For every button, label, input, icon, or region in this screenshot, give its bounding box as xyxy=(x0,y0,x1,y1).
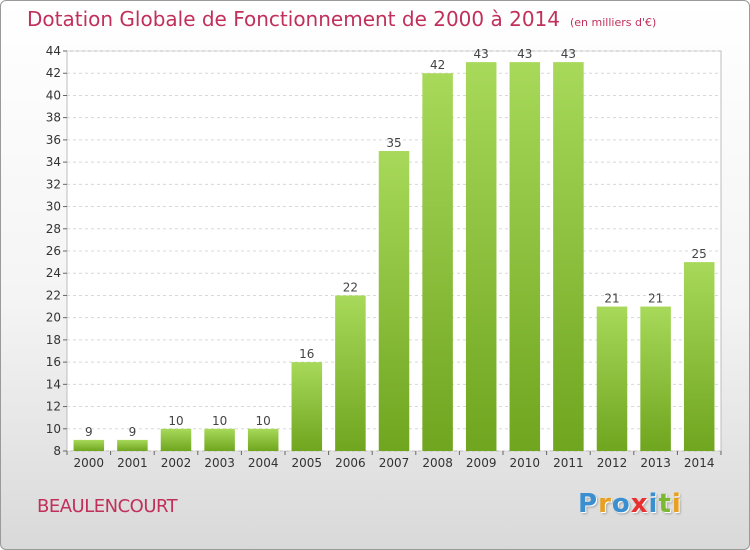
y-tick-label: 42 xyxy=(46,66,61,80)
logo-letter: t xyxy=(658,489,672,519)
y-tick-label: 34 xyxy=(46,155,61,169)
y-tick-label: 18 xyxy=(46,333,61,347)
bar-2010 xyxy=(509,62,541,451)
bar-2003 xyxy=(204,428,235,451)
commune-name: BEAULENCOURT xyxy=(37,496,178,517)
chart-subtitle: (en milliers d'€) xyxy=(570,16,657,29)
bar-2000 xyxy=(73,439,105,451)
logo-letter: o xyxy=(611,489,631,519)
data-label: 35 xyxy=(386,136,401,150)
y-tick-label: 44 xyxy=(46,44,61,58)
data-label: 10 xyxy=(168,414,183,428)
x-tick-label: 2000 xyxy=(74,456,105,470)
y-tick-label: 40 xyxy=(46,88,61,102)
logo-letter: P xyxy=(578,489,599,519)
bar-2006 xyxy=(335,295,366,451)
data-label: 42 xyxy=(430,58,445,72)
data-label: 10 xyxy=(256,414,271,428)
y-tick-label: 20 xyxy=(46,311,61,325)
y-tick-label: 28 xyxy=(46,222,61,236)
bar-2012 xyxy=(596,306,628,451)
x-tick-label: 2002 xyxy=(161,456,192,470)
y-tick-label: 10 xyxy=(46,422,61,436)
y-tick-label: 38 xyxy=(46,111,61,125)
title-line: Dotation Globale de Fonctionnement de 20… xyxy=(27,7,656,31)
x-tick-label: 2007 xyxy=(379,456,410,470)
data-label: 22 xyxy=(343,280,358,294)
logo-letter: x xyxy=(630,489,649,519)
x-tick-label: 2011 xyxy=(553,456,584,470)
y-tick-label: 22 xyxy=(46,288,61,302)
x-tick-label: 2009 xyxy=(466,456,497,470)
y-tick-label: 12 xyxy=(46,400,61,414)
bar-2002 xyxy=(160,428,192,451)
data-label: 43 xyxy=(561,47,576,61)
x-tick-label: 2003 xyxy=(204,456,235,470)
x-tick-label: 2010 xyxy=(510,456,541,470)
bar-layer xyxy=(73,62,715,451)
y-tick-label: 32 xyxy=(46,177,61,191)
data-label: 9 xyxy=(85,425,93,439)
data-label: 16 xyxy=(299,347,314,361)
axis-layer: 8 10 12 14 16 18 20 22 24 26 28 30 32 34 36 38 40 42 44 200… xyxy=(46,44,722,470)
bar-2005 xyxy=(291,362,323,451)
x-tick-label: 2012 xyxy=(597,456,628,470)
data-label: 9 xyxy=(129,425,137,439)
data-label: 10 xyxy=(212,414,227,428)
bar-2011 xyxy=(553,62,584,451)
bar-2014 xyxy=(683,262,715,451)
data-label: 21 xyxy=(648,292,663,306)
x-tick-label: 2005 xyxy=(292,456,323,470)
bar-2008 xyxy=(422,73,453,451)
bar-2009 xyxy=(465,62,497,451)
y-tick-label: 36 xyxy=(46,133,61,147)
data-label: 25 xyxy=(692,247,707,261)
y-tick-label: 8 xyxy=(53,444,61,458)
bar-2007 xyxy=(378,151,410,451)
x-tick-label: 2006 xyxy=(335,456,366,470)
x-tick-label: 2004 xyxy=(248,456,279,470)
logo-letter: i xyxy=(671,489,682,519)
logo-letter: r xyxy=(598,489,612,519)
y-tick-label: 16 xyxy=(46,355,61,369)
x-tick-label: 2014 xyxy=(684,456,715,470)
x-tick-label: 2001 xyxy=(117,456,148,470)
bar-2004 xyxy=(247,428,279,451)
data-label: 43 xyxy=(474,47,489,61)
logo-letter: i xyxy=(648,489,659,519)
bar-2013 xyxy=(640,306,671,451)
chart-title: Dotation Globale de Fonctionnement de 20… xyxy=(27,7,560,31)
data-label: 43 xyxy=(517,47,532,61)
label-layer: 9 9 10 10 10 16 22 35 42 43 43 43 21 21 25 xyxy=(85,47,707,439)
x-tick-label: 2013 xyxy=(640,456,671,470)
proxiti-logo: Proxiti xyxy=(578,489,682,519)
y-tick-label: 14 xyxy=(46,377,61,391)
x-tick-label: 2008 xyxy=(422,456,453,470)
data-label: 21 xyxy=(604,292,619,306)
y-tick-label: 24 xyxy=(46,266,61,280)
bar-2001 xyxy=(117,439,148,451)
y-tick-label: 26 xyxy=(46,244,61,258)
y-tick-label: 30 xyxy=(46,200,61,214)
